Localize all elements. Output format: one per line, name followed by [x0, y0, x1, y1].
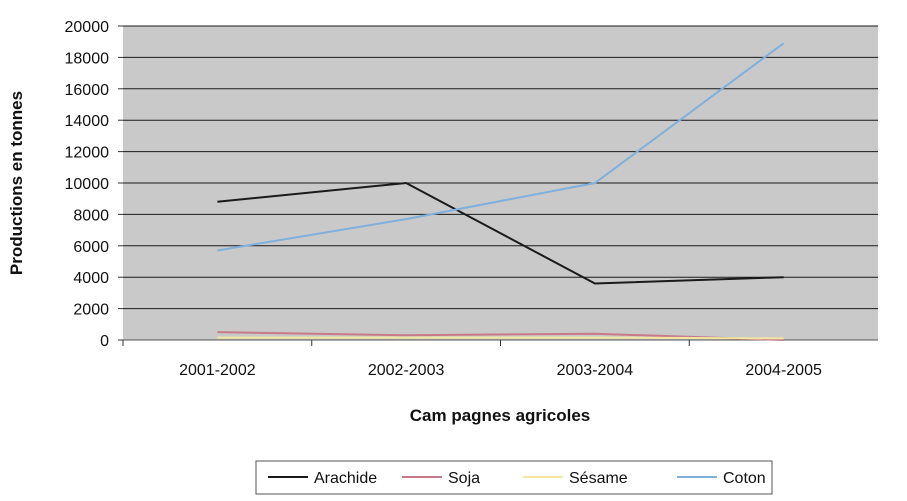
legend-label-soja: Soja — [448, 470, 480, 487]
legend-label-coton: Coton — [723, 470, 766, 487]
x-tick-label: 2002-2003 — [368, 362, 445, 379]
y-tick-label: 16000 — [65, 82, 110, 99]
x-tick-label: 2004-2005 — [745, 362, 822, 379]
y-tick-label: 18000 — [65, 50, 110, 67]
y-tick-label: 6000 — [73, 239, 109, 256]
series-line-arachide — [217, 181, 784, 285]
y-tick-label: 2000 — [73, 302, 109, 319]
series-line-sesame — [217, 336, 784, 340]
legend-label-sesame: Sésame — [569, 470, 628, 487]
y-tick-label: 14000 — [65, 113, 110, 130]
y-tick-label: 8000 — [73, 207, 109, 224]
legend: Arachide Soja Sésame Coton — [255, 460, 773, 495]
series-line-coton — [217, 42, 785, 252]
series-line-soja — [217, 331, 784, 341]
y-axis-title: Productions en tonnes — [7, 91, 26, 275]
y-axis-ticks: 0 2000 4000 6000 8000 10000 12000 14000 16000 180… — [65, 19, 123, 350]
y-tick-label: 4000 — [73, 270, 109, 287]
x-axis-title: Cam pagnes agricoles — [410, 406, 590, 425]
y-tick-label: 10000 — [65, 176, 110, 193]
y-tick-label: 12000 — [65, 145, 110, 162]
x-tick-label: 2001-2002 — [179, 362, 256, 379]
legend-label-arachide: Arachide — [314, 470, 377, 487]
legend-items: Arachide Soja Sésame Coton — [268, 470, 766, 487]
y-tick-label: 0 — [100, 333, 109, 350]
series-lines — [217, 42, 785, 341]
y-tick-label: 20000 — [65, 19, 110, 36]
x-tick-label: 2003-2004 — [557, 362, 634, 379]
x-axis-ticks: 2001-2002 2002-2003 2003-2004 2004-2005 — [122, 340, 822, 379]
